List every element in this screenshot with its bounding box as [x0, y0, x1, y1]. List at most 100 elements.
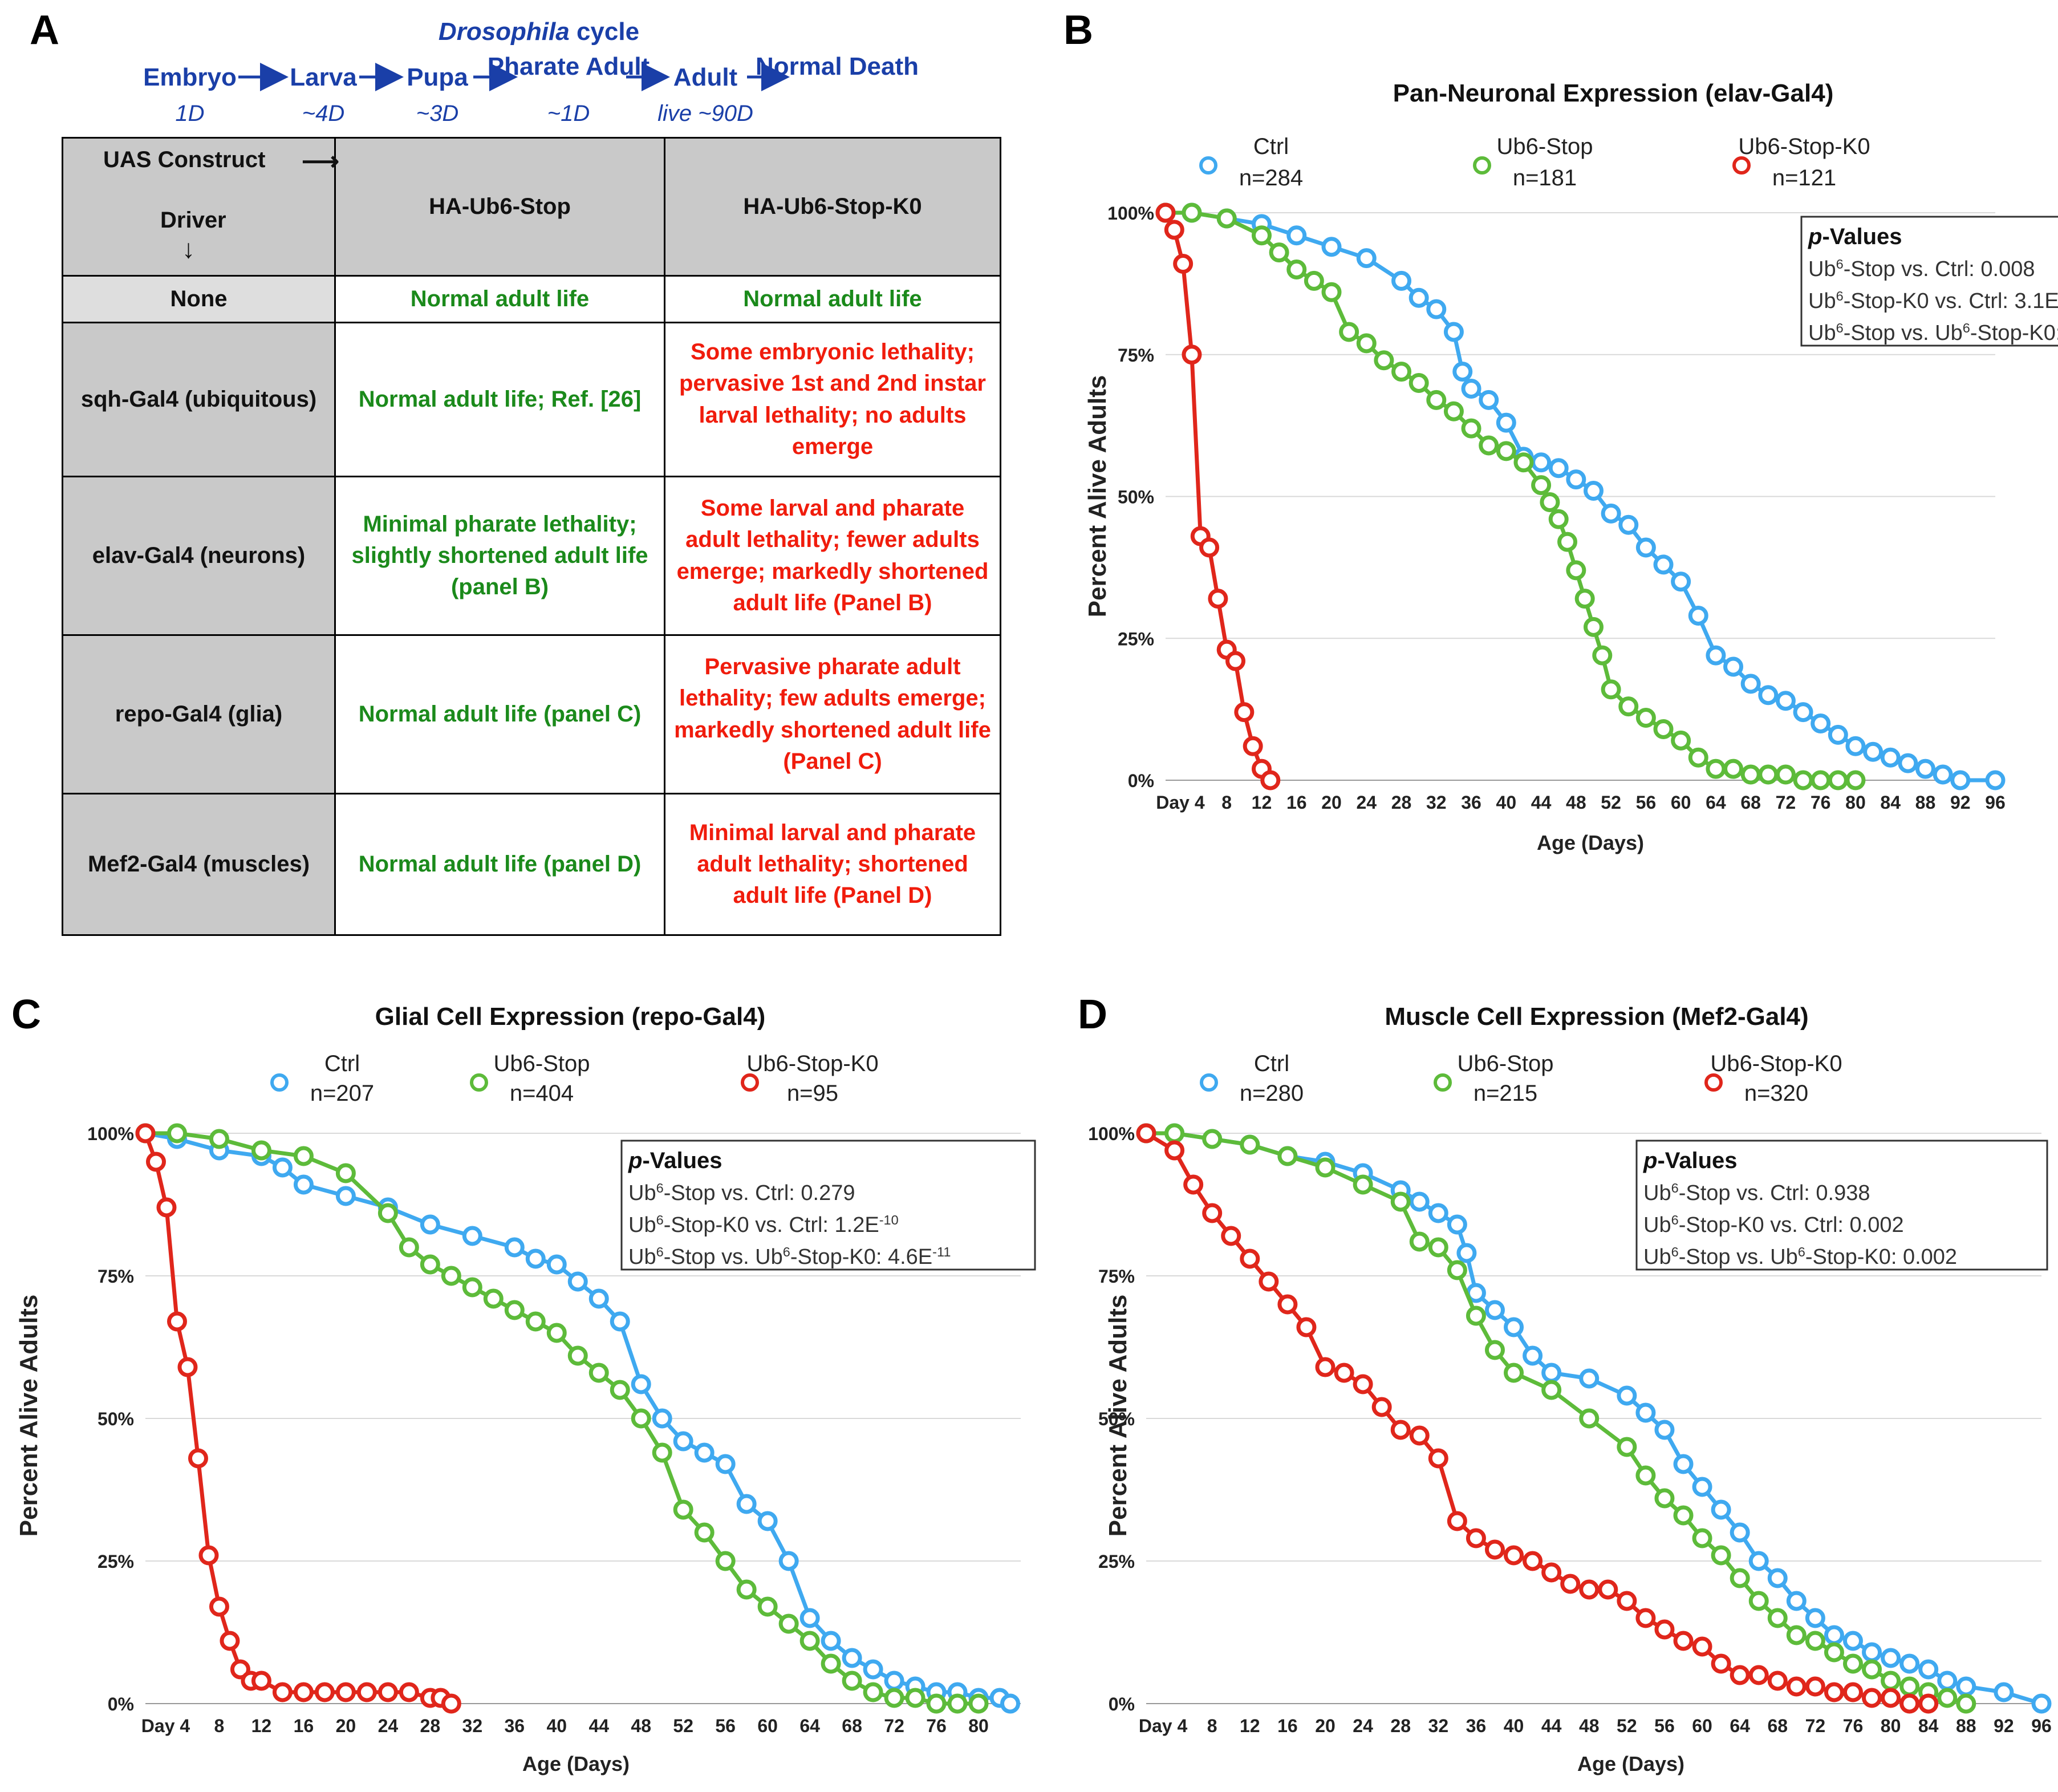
data-point	[188, 1448, 208, 1469]
data-point	[1653, 719, 1674, 739]
phenotype-cell: Normal adult life; Ref. [26]	[334, 322, 665, 477]
data-point	[1635, 1608, 1656, 1628]
data-point	[1566, 469, 1586, 490]
data-point	[220, 1631, 240, 1651]
data-point	[1428, 1448, 1448, 1469]
legend-marker	[470, 1073, 488, 1092]
x-tick-label: 40	[1504, 1716, 1524, 1736]
x-tick-label: 56	[1636, 792, 1657, 813]
data-point	[1898, 753, 1918, 773]
data-point	[1260, 770, 1281, 790]
x-tick-label: 48	[1579, 1716, 1600, 1736]
pvalue-title: p-Values	[628, 1148, 722, 1173]
data-point	[1730, 1665, 1750, 1685]
legend-count: n=320	[1744, 1081, 1808, 1106]
x-tick-label: 52	[1601, 792, 1621, 813]
y-tick-label: 100%	[1088, 1124, 1135, 1144]
data-point	[1899, 1676, 1920, 1697]
data-point	[1635, 1465, 1656, 1486]
data-point	[1842, 1653, 1863, 1674]
legend-marker	[1434, 1073, 1452, 1092]
data-point	[1692, 1528, 1712, 1548]
data-point	[1775, 764, 1796, 785]
legend-label: Ctrl	[1254, 1051, 1289, 1076]
data-point	[1461, 378, 1481, 399]
data-point	[799, 1608, 820, 1628]
data-point	[1654, 1420, 1675, 1440]
x-tick-label: 16	[1286, 792, 1307, 813]
data-point	[1286, 260, 1307, 279]
phenotype-cell: Normal adult life	[664, 275, 1001, 323]
legend-count: n=207	[310, 1081, 374, 1106]
stage-pupa: Pupa	[407, 63, 468, 91]
y-tick-label: 100%	[87, 1124, 134, 1144]
data-point	[335, 1186, 356, 1206]
data-point	[842, 1648, 862, 1668]
pvalue-line: Ub6-Stop-K0 vs. Ctrl: 0.002	[1643, 1213, 1904, 1237]
data-point	[1786, 1591, 1807, 1611]
data-point	[1881, 1648, 1901, 1668]
data-point	[1531, 475, 1552, 496]
data-point	[1842, 1631, 1863, 1651]
data-point	[1671, 730, 1691, 751]
data-point	[588, 1288, 609, 1309]
corner-uas-label: UAS Construct	[103, 147, 266, 172]
y-tick-label: 0%	[1128, 771, 1154, 791]
x-tick-label: 92	[1950, 792, 1971, 813]
x-tick-label: 8	[1221, 792, 1232, 813]
x-tick-label: 96	[1985, 792, 2006, 813]
legend-marker	[270, 1073, 289, 1092]
data-point	[1635, 708, 1656, 728]
data-point	[293, 1146, 314, 1166]
x-tick-label: 68	[1740, 792, 1761, 813]
data-point	[1557, 532, 1578, 552]
data-point	[272, 1682, 293, 1702]
data-point	[441, 1266, 461, 1286]
data-point	[1374, 350, 1394, 371]
data-point	[1541, 1380, 1562, 1400]
legend-marker	[1200, 1073, 1218, 1092]
data-point	[420, 1254, 440, 1275]
data-point	[1863, 741, 1884, 762]
data-point	[1994, 1682, 2014, 1702]
stage-embryo: Embryo	[143, 63, 237, 91]
x-tick-label: 52	[673, 1716, 693, 1736]
data-point	[1541, 1562, 1562, 1583]
data-point	[567, 1271, 588, 1292]
data-point	[251, 1140, 271, 1161]
driver-cell: repo-Gal4 (glia)	[62, 634, 336, 794]
phenotype-cell: Some embryonic lethality; pervasive 1st …	[664, 322, 1001, 477]
data-point	[1339, 322, 1359, 342]
panel-letter-b: B	[1063, 7, 1093, 53]
x-tick-label: 36	[504, 1716, 525, 1736]
data-point	[1748, 1591, 1769, 1611]
data-point	[588, 1363, 609, 1383]
data-point	[1654, 1619, 1675, 1640]
data-point	[1408, 373, 1429, 393]
data-point	[1447, 1511, 1467, 1531]
y-tick-label: 25%	[1098, 1551, 1135, 1572]
data-point	[1933, 764, 1953, 785]
chart-title: Muscle Cell Expression (Mef2-Gal4)	[1385, 1003, 1808, 1031]
x-tick-label: 60	[1671, 792, 1691, 813]
duration-pharate: ~1D	[547, 101, 590, 126]
y-tick-label: 0%	[108, 1694, 134, 1714]
chart-panel-b: 0% 25% 50% 75% 100% Day 4 8 12 16 20 24 28 32 36 40 44 4…	[1083, 79, 2058, 854]
data-point	[1918, 1693, 1939, 1714]
data-point	[1601, 503, 1621, 524]
x-tick-label: 64	[1706, 792, 1726, 813]
stage-larva: Larva	[290, 63, 357, 91]
panel-letter-c: C	[11, 992, 41, 1037]
data-point	[1692, 1636, 1712, 1657]
legend-marker	[1732, 156, 1751, 175]
pvalue-title: p-Values	[1808, 224, 1902, 249]
data-point	[1706, 759, 1726, 779]
data-point	[1956, 1676, 1976, 1697]
y-tick-label: 25%	[98, 1551, 134, 1572]
data-point	[1579, 1408, 1600, 1429]
x-tick-label: 16	[1277, 1716, 1298, 1736]
duration-larva: ~4D	[302, 101, 345, 126]
x-tick-label: 68	[1767, 1716, 1788, 1736]
data-point	[863, 1659, 883, 1680]
chart-title: Glial Cell Expression (repo-Gal4)	[375, 1003, 766, 1031]
